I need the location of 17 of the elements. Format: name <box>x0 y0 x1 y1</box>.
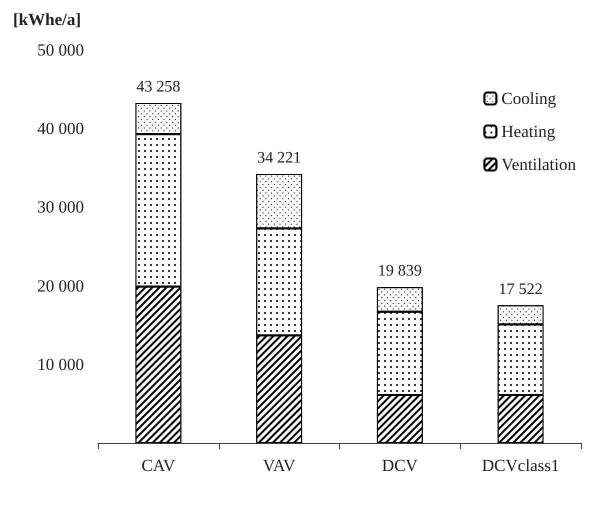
y-tick-label: 30 000 <box>37 198 84 217</box>
total-label: 34 221 <box>257 150 302 167</box>
legend-label: Heating <box>501 122 556 141</box>
total-label: 19 839 <box>378 262 422 280</box>
legend-label: Cooling <box>501 89 557 108</box>
y-tick-label: 40 000 <box>37 119 84 138</box>
legend-label: Ventilation <box>501 155 576 174</box>
x-tick-label: VAV <box>262 456 296 475</box>
y-axis-title: [kWhe/a] <box>13 10 81 29</box>
x-tick-label: DCVclass1 <box>482 456 560 475</box>
total-label: 43 258 <box>136 78 180 96</box>
y-tick-label: 50 000 <box>37 40 84 60</box>
x-tick-label: CAV <box>142 456 176 475</box>
total-label: 17 522 <box>498 280 543 298</box>
y-tick-label: 10 000 <box>37 354 84 374</box>
y-tick-label: 20 000 <box>37 276 84 296</box>
x-tick-label: DCV <box>382 456 419 475</box>
